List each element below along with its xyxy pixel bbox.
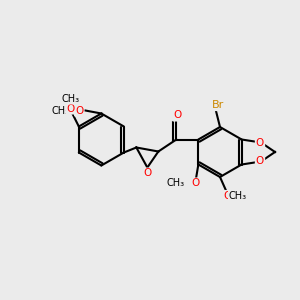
Text: O: O: [143, 169, 152, 178]
Text: CH₃: CH₃: [51, 106, 69, 116]
Text: CH₃: CH₃: [166, 178, 184, 188]
Text: O: O: [75, 106, 83, 116]
Text: CH₃: CH₃: [62, 94, 80, 103]
Text: O: O: [224, 191, 232, 201]
Text: Br: Br: [212, 100, 224, 110]
Text: O: O: [256, 157, 264, 166]
Text: O: O: [67, 103, 75, 113]
Text: O: O: [256, 137, 264, 148]
Text: O: O: [191, 178, 200, 188]
Text: CH₃: CH₃: [229, 191, 247, 201]
Text: O: O: [173, 110, 182, 121]
